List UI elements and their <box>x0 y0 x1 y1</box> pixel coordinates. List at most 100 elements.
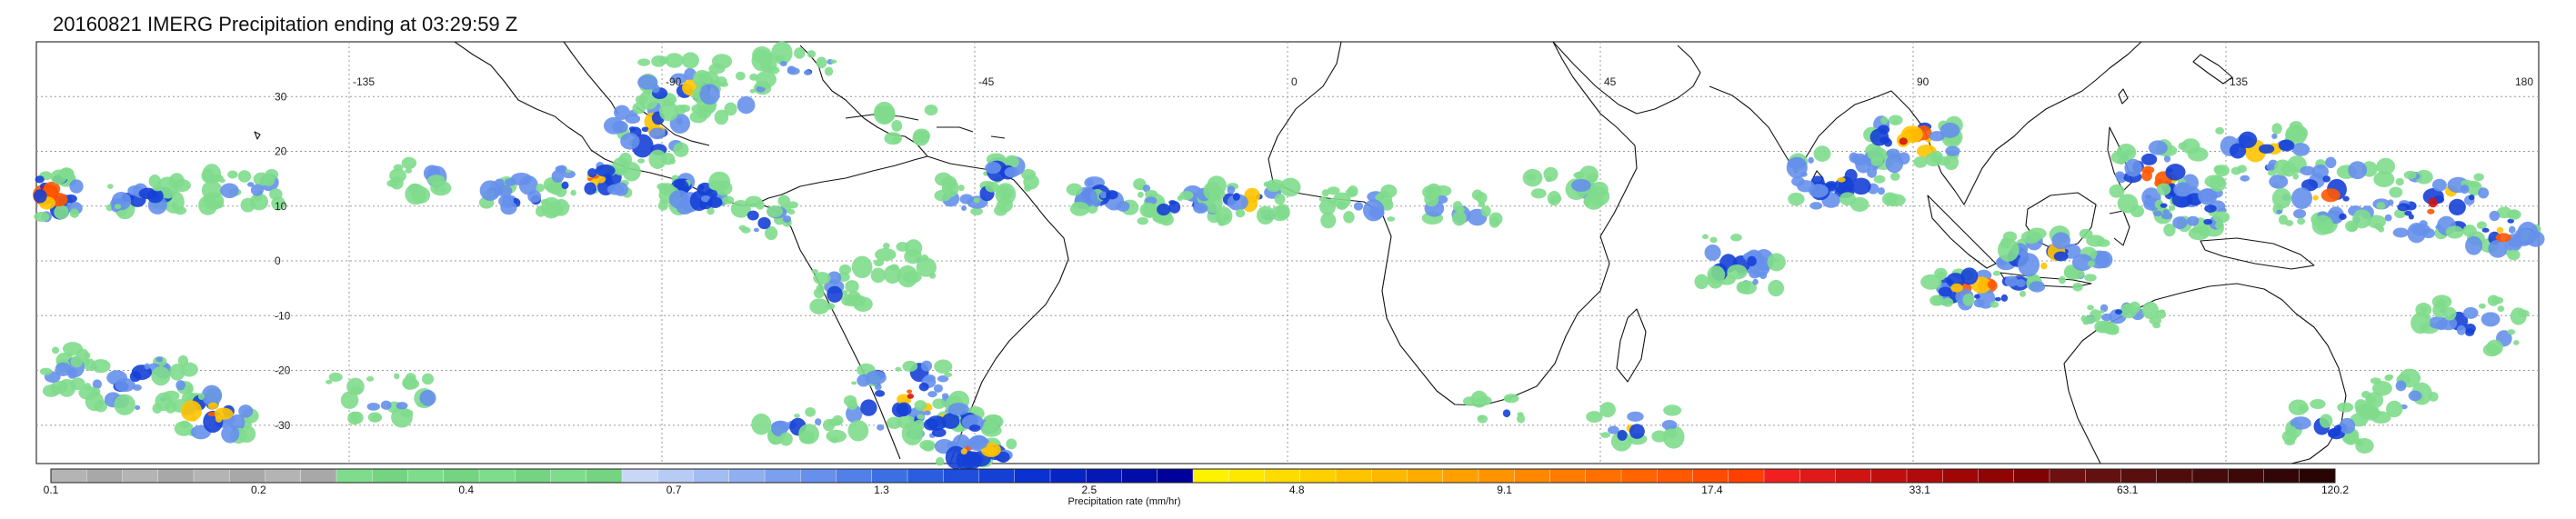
precip-cell <box>2310 398 2326 410</box>
precip-cell <box>221 424 240 444</box>
colorbar-swatch <box>1870 468 1908 484</box>
precip-cell <box>908 432 917 440</box>
precip-cell <box>1651 430 1668 443</box>
precip-cell <box>1898 152 1910 165</box>
precip-cell <box>2148 140 2168 155</box>
precip-cell <box>787 209 796 215</box>
precip-cell <box>824 66 834 76</box>
precip-cell <box>845 280 859 294</box>
precip-cell <box>527 190 542 204</box>
coast-sumatra <box>1927 195 1997 269</box>
precip-cell <box>873 259 885 267</box>
latitude-label: -10 <box>275 309 291 322</box>
colorbar-swatch <box>1620 468 1658 484</box>
colorbar-swatch <box>836 468 873 484</box>
precip-cell <box>692 93 702 99</box>
precip-cell <box>714 109 729 125</box>
precip-cell <box>2087 304 2094 311</box>
precip-cell <box>870 267 886 284</box>
precip-cell <box>756 85 766 93</box>
precip-cell <box>814 418 822 425</box>
precip-cell <box>2271 123 2282 135</box>
colorbar-tick-label: 33.1 <box>1909 484 1931 496</box>
precip-cell <box>502 195 515 205</box>
precip-cell <box>347 411 362 425</box>
precip-cell <box>697 75 704 80</box>
precip-cell <box>1573 172 1582 178</box>
precipitation-cells <box>33 41 2545 471</box>
precip-cell <box>937 375 949 383</box>
precip-cell <box>1886 148 1900 159</box>
precip-cell <box>155 356 164 363</box>
precip-cell <box>934 189 952 202</box>
precip-cell <box>1006 438 1017 450</box>
precip-cell <box>2448 198 2466 215</box>
longitude-label: 90 <box>1917 75 1929 88</box>
precip-cell <box>2395 380 2407 392</box>
precip-cell <box>985 181 999 193</box>
precip-cell <box>807 50 817 58</box>
precip-cell <box>779 60 787 67</box>
precip-cell <box>603 116 625 135</box>
precip-cell <box>896 242 909 252</box>
colorbar-swatch <box>193 468 230 484</box>
precip-cell <box>2478 303 2486 309</box>
precip-cell <box>386 179 398 187</box>
colorbar-swatch <box>1835 468 1872 484</box>
precip-cell <box>219 178 226 184</box>
colorbar-swatch <box>1371 468 1408 484</box>
precip-cell <box>695 88 701 93</box>
precip-cell <box>745 195 763 208</box>
precip-cell <box>394 373 400 380</box>
precip-cell <box>1932 294 1944 306</box>
precip-cell <box>35 175 45 184</box>
precip-cell <box>923 410 931 415</box>
precip-cell <box>826 429 847 443</box>
precip-cell <box>1138 191 1144 198</box>
precip-cell <box>2198 188 2218 205</box>
colorbar-swatch <box>2120 468 2158 484</box>
precip-cell <box>34 211 50 222</box>
precip-cell <box>169 364 185 381</box>
precip-cell <box>1139 202 1158 218</box>
precip-cell <box>722 195 735 205</box>
colorbar-swatch <box>657 468 694 484</box>
precip-cell <box>69 208 80 218</box>
precip-cell <box>985 162 1002 175</box>
precip-cell <box>401 156 417 170</box>
precip-cell <box>1424 192 1439 207</box>
precip-cell <box>587 168 597 178</box>
precip-cell <box>2397 203 2411 212</box>
precip-cell <box>1318 196 1328 203</box>
precip-cell <box>184 384 194 394</box>
precip-cell <box>1530 188 1547 199</box>
precip-cell <box>886 416 903 429</box>
precip-cell <box>1867 146 1888 162</box>
precip-cell <box>2495 233 2511 243</box>
precip-cell <box>1327 186 1340 195</box>
precip-cell <box>1004 155 1019 168</box>
colorbar-tick-label: 9.1 <box>1497 484 1512 496</box>
colorbar-swatch <box>2228 468 2264 484</box>
precip-cell <box>1436 195 1448 205</box>
precip-cell <box>541 196 562 219</box>
precip-cell <box>2099 310 2105 314</box>
precip-cell <box>366 375 375 382</box>
precip-cell <box>2088 260 2095 268</box>
precip-cell <box>2507 236 2523 248</box>
precip-cell <box>565 169 571 174</box>
precip-cell <box>115 377 135 393</box>
precip-cell <box>917 414 925 420</box>
precip-cell <box>440 187 446 193</box>
precip-cell <box>875 247 897 262</box>
precip-cell <box>2333 424 2342 432</box>
precip-cell <box>779 432 793 446</box>
precip-cell <box>2203 218 2212 225</box>
precip-cell <box>665 53 684 68</box>
precip-cell <box>129 371 142 383</box>
precip-cell <box>2058 275 2066 284</box>
colorbar-swatch <box>1478 468 1515 484</box>
precip-cell <box>2473 173 2484 182</box>
precip-cell <box>1809 202 1823 210</box>
colorbar-swatch <box>372 468 408 484</box>
